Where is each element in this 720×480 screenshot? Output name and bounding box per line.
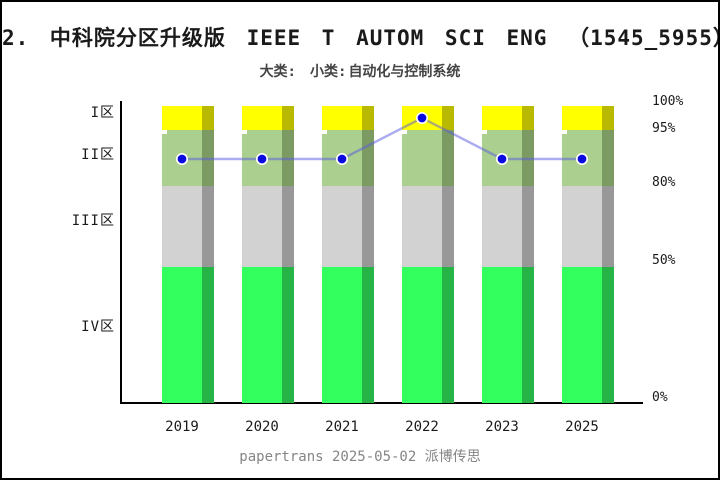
x-tick-2020: 2020 — [245, 419, 279, 435]
x-tick-2022: 2022 — [405, 419, 439, 435]
right-axis-tick-0pct: 0% — [652, 390, 668, 405]
bar-2022-zone-4-side — [442, 267, 454, 403]
bar-2019-zone-2-front — [162, 130, 202, 186]
bar-2020-zone-2-front — [242, 130, 282, 186]
bar-2020-zone-3-front — [242, 185, 282, 267]
bar-2021-zone-2-side — [362, 130, 374, 186]
x-tick-2021: 2021 — [325, 419, 359, 435]
bar-2022-zone-1-side — [442, 105, 454, 130]
bar-2020-zone-4-side — [282, 267, 294, 403]
bar-2023-zone-4-side — [522, 267, 534, 403]
bar-2022-zone-3-front — [402, 185, 442, 267]
bar-2019-zone-4-front — [162, 267, 202, 403]
bar-2019-zone-3-front — [162, 185, 202, 267]
bar-2023-notch — [482, 130, 487, 134]
x-tick-2019: 2019 — [165, 419, 199, 435]
bar-2021-zone-3-front — [322, 185, 362, 267]
bar-2022-zone-1-front — [402, 105, 442, 130]
bar-2021-zone-1-side — [362, 105, 374, 130]
minor-category-value: 自动化与控制系统 — [348, 64, 461, 80]
bar-2025-notch — [562, 130, 567, 134]
bar-2022-zone-2-side — [442, 130, 454, 186]
bar-2019-zone-4-side — [202, 267, 214, 403]
chart-title: 2. 中科院分区升级版 IEEE T AUTOM SCI ENG （1545_5… — [2, 26, 720, 50]
x-tick-2025: 2025 — [565, 419, 599, 435]
bar-2022-zone-2-front — [402, 130, 442, 186]
x-tick-2023: 2023 — [485, 419, 519, 435]
bar-2025-zone-4-side — [602, 267, 614, 403]
bar-2025-zone-3-front — [562, 185, 602, 267]
bar-2025-zone-1-front — [562, 105, 602, 130]
bar-2023-zone-2-side — [522, 130, 534, 186]
bar-2020-zone-2-side — [282, 130, 294, 186]
y-axis-label-zone-3: III区 — [71, 213, 115, 229]
y-axis-label-zone-4: IV区 — [81, 319, 115, 335]
bar-2021-zone-2-front — [322, 130, 362, 186]
bar-2020-notch — [242, 130, 247, 134]
bar-2023-zone-1-side — [522, 105, 534, 130]
bar-2021-zone-3-side — [362, 185, 374, 267]
bar-2019-zone-1-front — [162, 105, 202, 130]
bar-2025-zone-4-front — [562, 267, 602, 403]
bar-2023-zone-3-side — [522, 185, 534, 267]
bar-2021-zone-4-front — [322, 267, 362, 403]
y-axis-label-zone-2: II区 — [81, 147, 115, 163]
right-axis-tick-100pct: 100% — [652, 94, 684, 109]
bar-2020-zone-3-side — [282, 185, 294, 267]
bar-2025-zone-2-side — [602, 130, 614, 186]
bar-2019-zone-2-side — [202, 130, 214, 186]
bar-2020-zone-1-front — [242, 105, 282, 130]
bar-2025-zone-1-side — [602, 105, 614, 130]
bar-2025-zone-2-front — [562, 130, 602, 186]
bar-2022-notch — [402, 130, 407, 134]
bar-2021-notch — [322, 130, 327, 134]
bar-2025-zone-3-side — [602, 185, 614, 267]
bar-2023-zone-2-front — [482, 130, 522, 186]
bar-2020-zone-4-front — [242, 267, 282, 403]
bar-2021-zone-4-side — [362, 267, 374, 403]
bar-2022-zone-4-front — [402, 267, 442, 403]
right-axis-tick-80pct: 80% — [652, 175, 676, 190]
y-axis-label-zone-1: I区 — [90, 105, 115, 121]
bar-2019-zone-1-side — [202, 105, 214, 130]
bar-2021-zone-1-front — [322, 105, 362, 130]
bar-2023-zone-3-front — [482, 185, 522, 267]
y-axis-line — [120, 101, 122, 403]
bar-2019-notch — [162, 130, 167, 134]
x-axis-line — [120, 402, 643, 404]
footer-text: papertrans 2025-05-02 派博传思 — [239, 449, 481, 465]
bar-2023-zone-1-front — [482, 105, 522, 130]
bar-2020-zone-1-side — [282, 105, 294, 130]
right-axis-tick-50pct: 50% — [652, 253, 676, 268]
major-category-label: 大类: — [259, 64, 296, 80]
bar-2022-zone-3-side — [442, 185, 454, 267]
bar-2023-zone-4-front — [482, 267, 522, 403]
minor-category-label: 小类: — [310, 64, 347, 80]
bar-2019-zone-3-side — [202, 185, 214, 267]
chart-subtitle: 大类: 小类: 自动化与控制系统 — [2, 61, 718, 81]
right-axis-tick-95pct: 95% — [652, 121, 676, 136]
